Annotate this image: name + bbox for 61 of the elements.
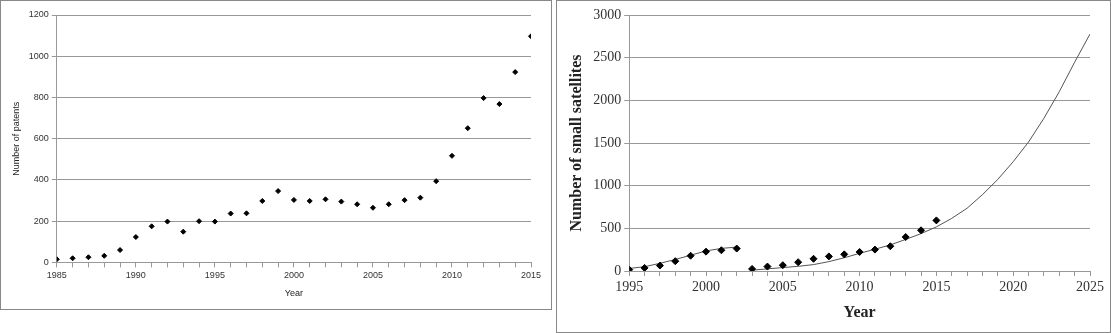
y-tick-label: 600 <box>33 133 49 144</box>
y-tick-label: 1000 <box>593 177 622 193</box>
point <box>259 197 266 204</box>
y-axis-title: Number of small satellites <box>566 54 584 232</box>
point <box>196 218 203 225</box>
x-tick-label: 1990 <box>125 270 146 281</box>
point <box>385 201 392 208</box>
point <box>117 247 124 254</box>
point <box>338 198 345 205</box>
y-tick-label: 500 <box>600 220 622 236</box>
point <box>101 252 108 259</box>
y-tick-label: 200 <box>33 215 49 226</box>
point <box>227 210 234 217</box>
x-tick-label: 1995 <box>204 270 225 281</box>
x-tick-label: 1995 <box>615 279 644 295</box>
y-tick-label: 1000 <box>28 50 49 61</box>
x-tick-label: 1985 <box>46 270 67 281</box>
point <box>417 194 424 201</box>
x-axis-title: Year <box>843 302 876 320</box>
x-tick-label: 2000 <box>692 279 720 295</box>
point <box>322 196 329 203</box>
y-tick-label: 800 <box>33 91 49 102</box>
point <box>132 234 139 241</box>
point <box>448 152 455 159</box>
point <box>85 254 92 261</box>
point <box>496 101 503 108</box>
point <box>354 201 361 208</box>
point <box>464 125 471 132</box>
y-tick-label: 1200 <box>28 9 49 20</box>
point <box>69 255 76 262</box>
point <box>512 69 519 76</box>
point <box>401 197 408 204</box>
point <box>433 178 440 185</box>
y-axis-title: Number of patents <box>10 101 21 176</box>
point <box>164 218 171 225</box>
point <box>369 204 376 211</box>
y-tick-label: 400 <box>33 174 49 185</box>
point <box>480 95 487 102</box>
y-tick-label: 0 <box>614 262 622 278</box>
point <box>180 228 187 235</box>
x-axis-title: Year <box>284 288 303 299</box>
y-tick-label: 2500 <box>593 49 622 65</box>
point <box>306 197 313 204</box>
point <box>211 218 218 225</box>
x-tick-label: 2000 <box>283 270 304 281</box>
point <box>243 210 250 217</box>
y-tick-label: 3000 <box>593 6 622 22</box>
x-tick-label: 2010 <box>845 279 874 295</box>
x-tick-label: 2020 <box>999 279 1028 295</box>
x-tick-label: 2005 <box>768 279 797 295</box>
point <box>290 196 297 203</box>
x-tick-label: 2025 <box>1076 279 1104 295</box>
point <box>275 188 282 195</box>
y-tick-label: 0 <box>43 256 49 267</box>
point <box>148 223 155 230</box>
y-tick-label: 2000 <box>593 92 622 108</box>
x-tick-label: 2015 <box>922 279 951 295</box>
y-tick-label: 1500 <box>593 134 622 150</box>
x-tick-label: 2010 <box>441 270 462 281</box>
x-tick-label: 2015 <box>520 270 542 281</box>
x-tick-label: 2005 <box>362 270 383 281</box>
